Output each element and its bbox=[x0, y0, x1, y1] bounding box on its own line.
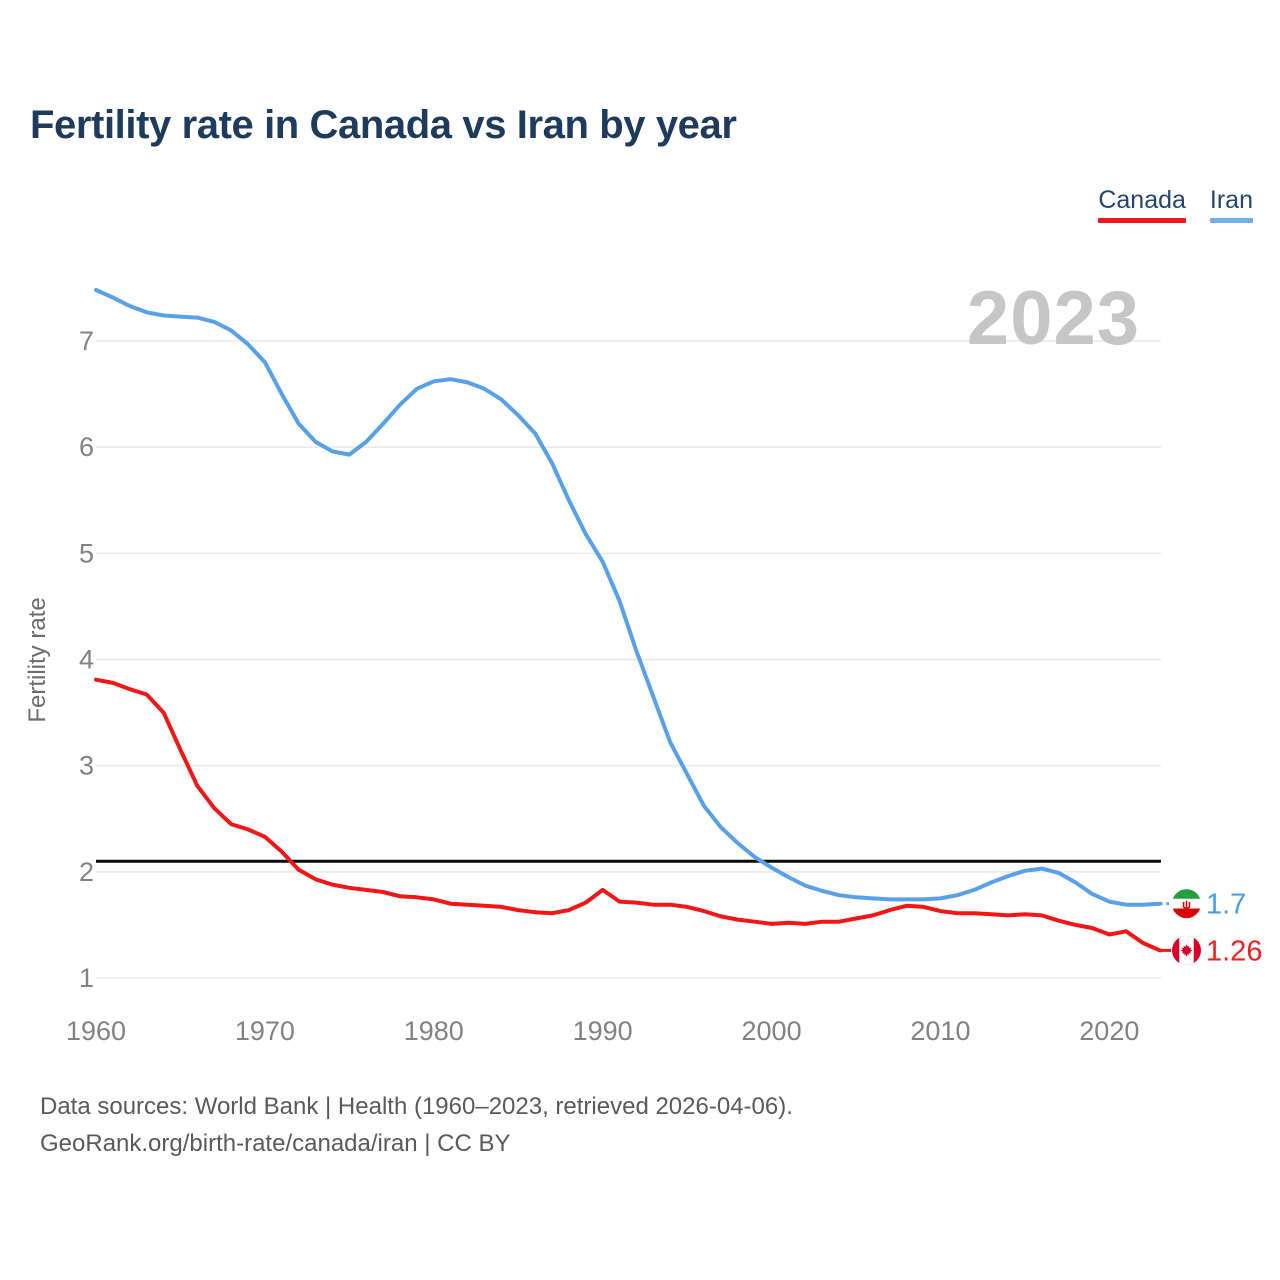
canada-end-value: 1.26 bbox=[1206, 935, 1262, 967]
series-lines bbox=[94, 288, 1162, 953]
legend: Canada Iran bbox=[1098, 186, 1253, 223]
page-title: Fertility rate in Canada vs Iran by year bbox=[30, 103, 737, 147]
x-tick-label: 2000 bbox=[742, 1016, 802, 1046]
y-tick-label: 1 bbox=[79, 963, 94, 993]
iran-flag-icon: ψ bbox=[1172, 889, 1201, 919]
y-tick-label: 5 bbox=[79, 538, 94, 568]
y-axis-tick-labels: 1 2 3 4 5 6 7 bbox=[79, 326, 94, 993]
data-sources-line: Data sources: World Bank | Health (1960–… bbox=[40, 1093, 793, 1120]
canada-line[interactable] bbox=[94, 677, 1162, 953]
x-tick-label: 2010 bbox=[910, 1016, 970, 1046]
license-line: GeoRank.org/birth-rate/canada/iran | CC … bbox=[40, 1130, 511, 1157]
watermark-year: 2023 bbox=[967, 276, 1140, 361]
legend-swatch-iran bbox=[1209, 218, 1253, 223]
legend-swatch-canada bbox=[1098, 218, 1186, 223]
y-tick-label: 7 bbox=[79, 326, 94, 356]
x-tick-label: 1980 bbox=[404, 1016, 464, 1046]
iran-end-value: 1.7 bbox=[1206, 889, 1246, 921]
gridlines bbox=[96, 340, 1161, 979]
legend-label-iran: Iran bbox=[1209, 186, 1253, 214]
y-tick-label: 3 bbox=[79, 751, 94, 781]
y-tick-label: 4 bbox=[79, 645, 94, 675]
attribution-footer: Data sources: World Bank | Health (1960–… bbox=[40, 1088, 793, 1162]
legend-item-canada[interactable]: Canada bbox=[1098, 186, 1186, 223]
legend-label-canada: Canada bbox=[1098, 186, 1186, 214]
x-tick-label: 1970 bbox=[235, 1016, 295, 1046]
canada-flag-icon bbox=[1172, 935, 1201, 965]
series-end-labels: 1.26 ψ 1.7 bbox=[1160, 889, 1262, 967]
y-axis-title: Fertility rate bbox=[24, 597, 51, 722]
iran-line[interactable] bbox=[94, 288, 1162, 907]
x-tick-label: 2020 bbox=[1079, 1016, 1139, 1046]
legend-item-iran[interactable]: Iran bbox=[1209, 186, 1253, 223]
x-tick-label: 1960 bbox=[66, 1016, 126, 1046]
y-tick-label: 6 bbox=[79, 432, 94, 462]
y-tick-label: 2 bbox=[79, 857, 94, 887]
iran-emblem-icon: ψ bbox=[1182, 898, 1191, 912]
maple-leaf-icon bbox=[1180, 944, 1193, 957]
x-tick-label: 1990 bbox=[573, 1016, 633, 1046]
x-axis-tick-labels: 1960 1970 1980 1990 2000 2010 2020 bbox=[66, 1016, 1139, 1046]
